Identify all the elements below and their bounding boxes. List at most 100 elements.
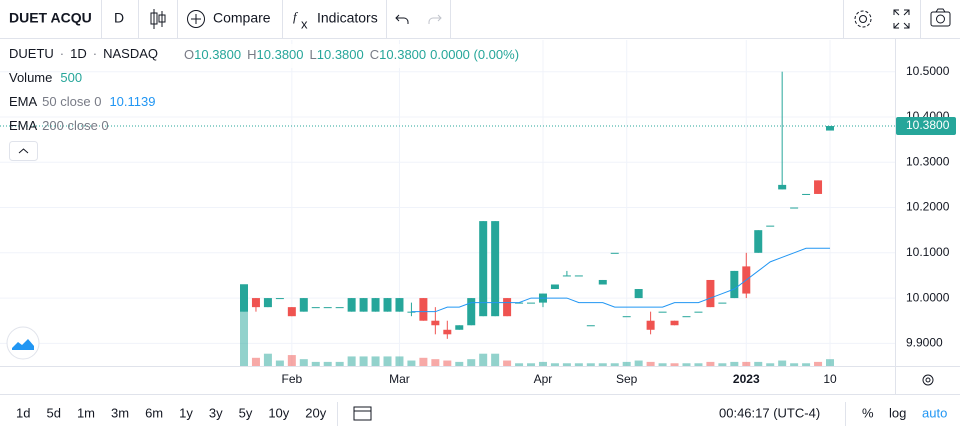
volume-bar: [503, 360, 512, 366]
range-button[interactable]: 5d: [46, 405, 60, 420]
candle-body: [694, 311, 703, 313]
volume-bar: [706, 361, 715, 366]
snapshot[interactable]: [930, 8, 951, 27]
volume-bar: [455, 361, 464, 366]
volume-bar: [622, 361, 631, 366]
indicators-button[interactable]: Indicators: [317, 10, 378, 26]
candle-body: [479, 221, 488, 317]
volume-bar: [395, 356, 404, 366]
x-tick-label: Mar: [389, 372, 410, 386]
redo[interactable]: [428, 14, 442, 24]
volume-legend: Volume 500: [9, 70, 82, 85]
volume-bar: [263, 353, 272, 366]
y-tick-label: 10.5000: [906, 64, 950, 78]
logo[interactable]: [6, 326, 40, 360]
volume-bar: [515, 363, 524, 366]
volume-bar: [371, 356, 380, 366]
volume-bar: [742, 361, 751, 366]
range-button[interactable]: 3y: [209, 405, 223, 420]
ema50-legend: EMA 50 close 0 10.1139: [9, 94, 155, 109]
interval[interactable]: D: [114, 10, 124, 26]
candle-icon[interactable]: [150, 9, 166, 29]
candle-body: [311, 307, 320, 309]
candle-body: [682, 316, 691, 318]
legend-ohlc: O10.3800 H10.3800 L10.3800 C10.3800 0.0000 (…: [184, 47, 519, 62]
y-tick-label: 10.0000: [906, 290, 950, 304]
last-price-tag: [896, 117, 956, 136]
candle-body: [586, 325, 595, 327]
date-range[interactable]: [353, 406, 372, 421]
candle-body: [419, 298, 428, 321]
candle-body: [766, 225, 775, 227]
candle-body: [706, 279, 715, 308]
range-button[interactable]: 1m: [77, 405, 95, 420]
ema-line: [411, 247, 830, 313]
top-toolbar: DUET ACQU D Compare f x Indicators: [0, 0, 960, 39]
volume-bar: [778, 360, 787, 366]
fx-icon[interactable]: x: [301, 16, 308, 31]
range-button[interactable]: 3m: [111, 405, 129, 420]
candle-body: [754, 230, 763, 253]
candle-body: [431, 320, 440, 326]
candle-body: [491, 221, 500, 317]
candle-body: [778, 184, 787, 190]
fullscreen[interactable]: [893, 9, 910, 29]
fx-icon[interactable]: f: [293, 9, 299, 24]
volume-bar: [323, 361, 332, 366]
volume-bar: [730, 361, 739, 366]
volume-bar: [383, 356, 392, 366]
range-button[interactable]: 20y: [305, 405, 326, 420]
candle-body: [550, 284, 559, 290]
volume-bar: [431, 359, 440, 366]
x-tick-label: 2023: [733, 372, 760, 386]
volume-bar: [335, 361, 344, 366]
range-button[interactable]: 1d: [16, 405, 30, 420]
candle-body: [287, 307, 296, 317]
candle-body: [251, 298, 260, 308]
candle-body: [802, 193, 811, 195]
volume-bar: [359, 356, 368, 366]
volume-bar: [826, 359, 834, 366]
volume-bar: [443, 360, 452, 366]
candle-body: [598, 279, 607, 285]
volume-bar: [598, 363, 607, 366]
volume-bar: [646, 361, 655, 366]
volume-bar: [658, 363, 667, 366]
volume-bar: [802, 363, 811, 366]
candle-body: [275, 298, 284, 300]
percent-toggle[interactable]: %: [862, 405, 874, 420]
candle-body: [562, 275, 571, 277]
last-price-label: 10.3800: [906, 118, 950, 132]
auto-toggle[interactable]: auto: [922, 405, 947, 420]
volume-bar: [407, 360, 416, 366]
collapse-icon: [18, 148, 29, 154]
volume-bar: [754, 361, 763, 366]
symbol[interactable]: DUET ACQU: [9, 10, 92, 26]
candle-body: [383, 298, 392, 312]
compare-icon[interactable]: [187, 10, 205, 28]
range-button[interactable]: 10y: [268, 405, 289, 420]
log-toggle[interactable]: log: [889, 405, 906, 420]
time-axis-settings[interactable]: [922, 374, 934, 386]
collapse-legend[interactable]: [9, 141, 38, 161]
candle-body: [503, 298, 512, 317]
volume-bar: [467, 359, 476, 366]
volume-bar: [766, 363, 775, 366]
volume-bar: [251, 357, 260, 366]
volume-bar: [586, 363, 595, 366]
candle-body: [826, 126, 834, 131]
candle-body: [359, 298, 368, 312]
range-button[interactable]: 1y: [179, 405, 193, 420]
undo[interactable]: [395, 14, 409, 24]
bottom-toolbar: 00:46:17 (UTC-4) % log auto 1d 5d 1m 3m 6m 1y…: [16, 402, 947, 426]
legend-bg: [4, 44, 534, 68]
x-tick-label: 10: [823, 372, 837, 386]
volume-bar: [562, 363, 571, 366]
settings[interactable]: [854, 10, 872, 28]
compare-button[interactable]: Compare: [213, 10, 271, 26]
range-button[interactable]: 5y: [239, 405, 253, 420]
range-button[interactable]: 6m: [145, 405, 163, 420]
x-tick-label: Feb: [281, 372, 302, 386]
y-tick-label: 10.2000: [906, 200, 950, 214]
y-tick-label: 10.3000: [906, 154, 950, 168]
